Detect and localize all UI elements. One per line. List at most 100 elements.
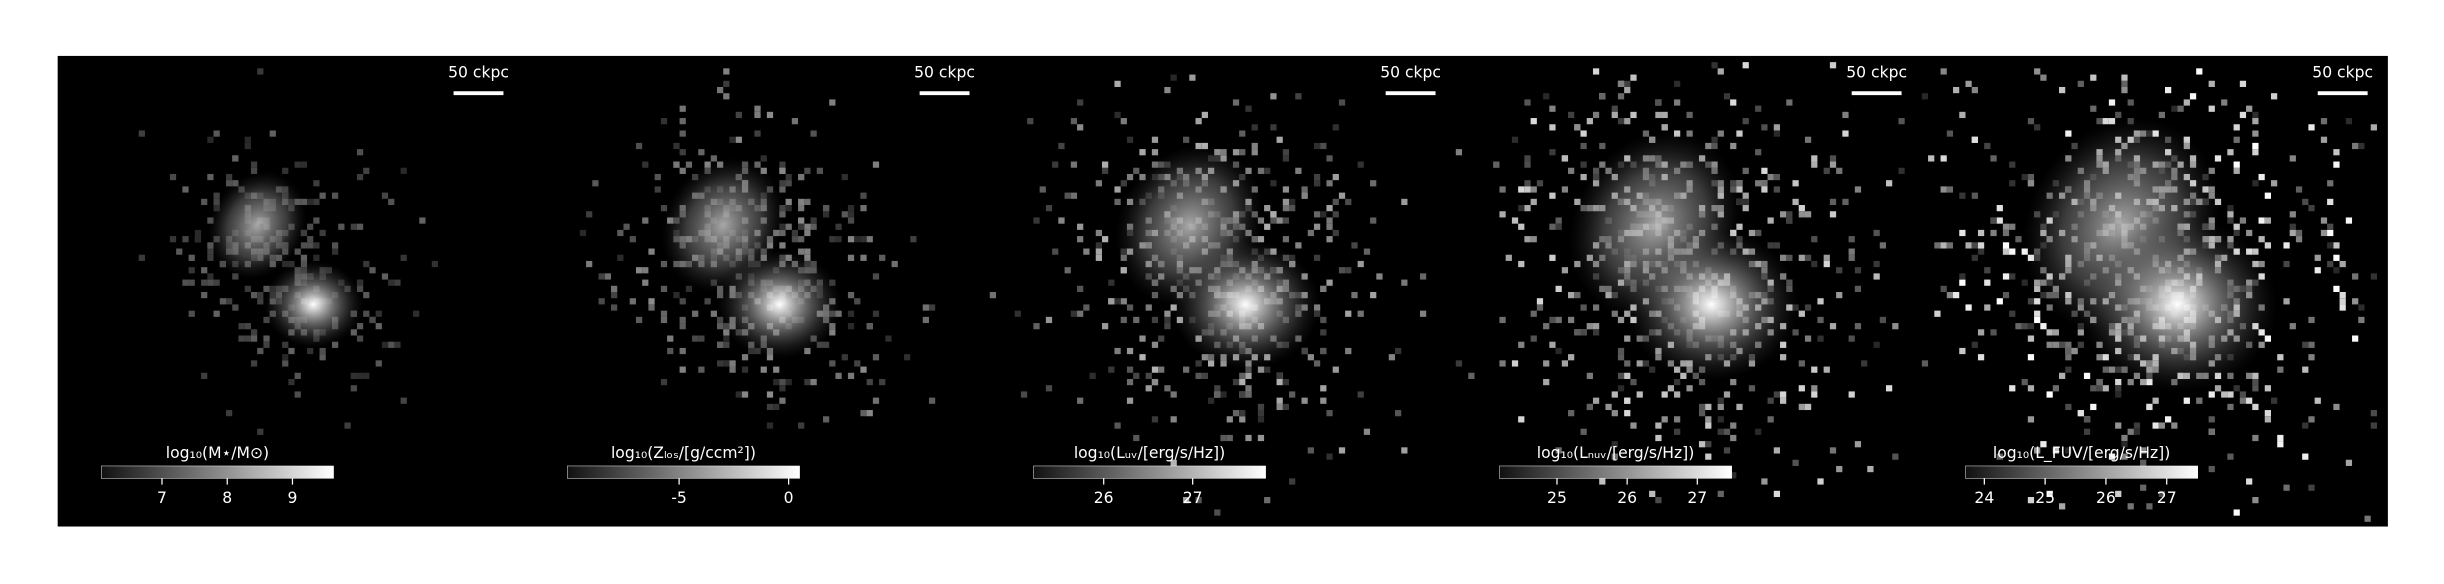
pixel [1549,192,1556,199]
pixel [250,167,258,174]
pixel [1804,335,1812,342]
pixel [679,347,686,355]
pixel [1455,360,1463,367]
pixel [1549,254,1556,261]
pixel [1624,335,1631,342]
pixel [331,192,339,199]
pixel [1126,378,1134,386]
pixel [1170,391,1177,398]
pixel [1705,453,1712,460]
pixel [2077,80,2084,87]
pixel [822,205,830,212]
pixel [667,335,674,342]
pixel [866,410,873,417]
pixel [244,335,251,342]
pixel [1599,478,1606,485]
pixel [2090,105,2097,112]
pixel [1829,62,1837,69]
pixel [1705,422,1712,429]
pixel [847,310,855,317]
pixel [1351,242,1358,249]
pixel [729,366,736,373]
pixel [654,186,661,193]
pixel [1636,391,1643,398]
pixel [1164,316,1171,324]
pixel [2227,205,2234,212]
pixel [1033,323,1040,330]
pixel [1095,242,1102,249]
pixel [250,335,258,342]
pixel [2121,441,2128,448]
pixel [723,80,730,87]
pixel [2090,385,2097,392]
pixel [400,397,407,404]
colorbar-tick-label: 27 [1183,489,1203,507]
pixel [1120,298,1127,305]
pixel [169,173,177,181]
pixel [989,292,996,299]
pixel [1836,167,1843,174]
pixel [679,167,686,174]
pixel [1674,378,1681,386]
pixel [679,316,686,324]
pixel [1574,329,1581,336]
pixel [1257,167,1265,174]
pixel [1332,198,1339,206]
pixel [2127,99,2134,106]
pixel [1755,105,1762,112]
pixel [1151,341,1159,348]
pixel [2015,236,2022,243]
pixel [2002,229,2010,237]
pixel [1946,292,1954,299]
pixel [1965,242,1972,249]
pixel [1711,136,1718,143]
pixel [1164,86,1171,94]
pixel [1730,422,1737,429]
pixel [1101,167,1109,174]
pixel [263,285,270,292]
pixel [2358,304,2365,311]
pixel [1892,323,1899,330]
pixel [1282,155,1290,162]
pixel [1829,155,1837,162]
pixel [2090,74,2097,81]
pixel [2364,515,2371,522]
pixel [331,242,339,249]
pixel [1357,260,1364,268]
pixel [679,118,686,125]
pixel [1338,192,1346,199]
pixel [1990,229,1997,237]
pixel [2027,323,2035,330]
pixel [1617,80,1625,87]
pixel [1630,111,1637,119]
pixel [369,316,376,324]
pixel [2246,478,2253,485]
pixel [866,378,873,386]
pixel [2171,422,2178,429]
pixel [263,341,270,348]
pixel [300,242,308,249]
pixel [1580,428,1587,435]
pixel [1070,161,1078,168]
pixel [1077,124,1084,131]
pixel [1033,217,1040,224]
pixel [1214,509,1221,516]
pixel [1276,378,1283,386]
galaxy-lower [2077,217,2278,392]
pixel [2083,428,2091,435]
pixel [2208,416,2215,423]
pixel [1624,410,1631,417]
pixel [2227,453,2234,460]
pixel [1257,434,1265,442]
pixel [2345,118,2353,125]
pixel [716,86,724,94]
pixel [2314,254,2321,261]
pixel [2239,217,2247,224]
pixel [2065,403,2072,411]
pixel [847,205,855,212]
pixel [388,198,395,206]
pixel [238,323,245,330]
pixel [1717,68,1724,75]
pixel [257,428,264,435]
